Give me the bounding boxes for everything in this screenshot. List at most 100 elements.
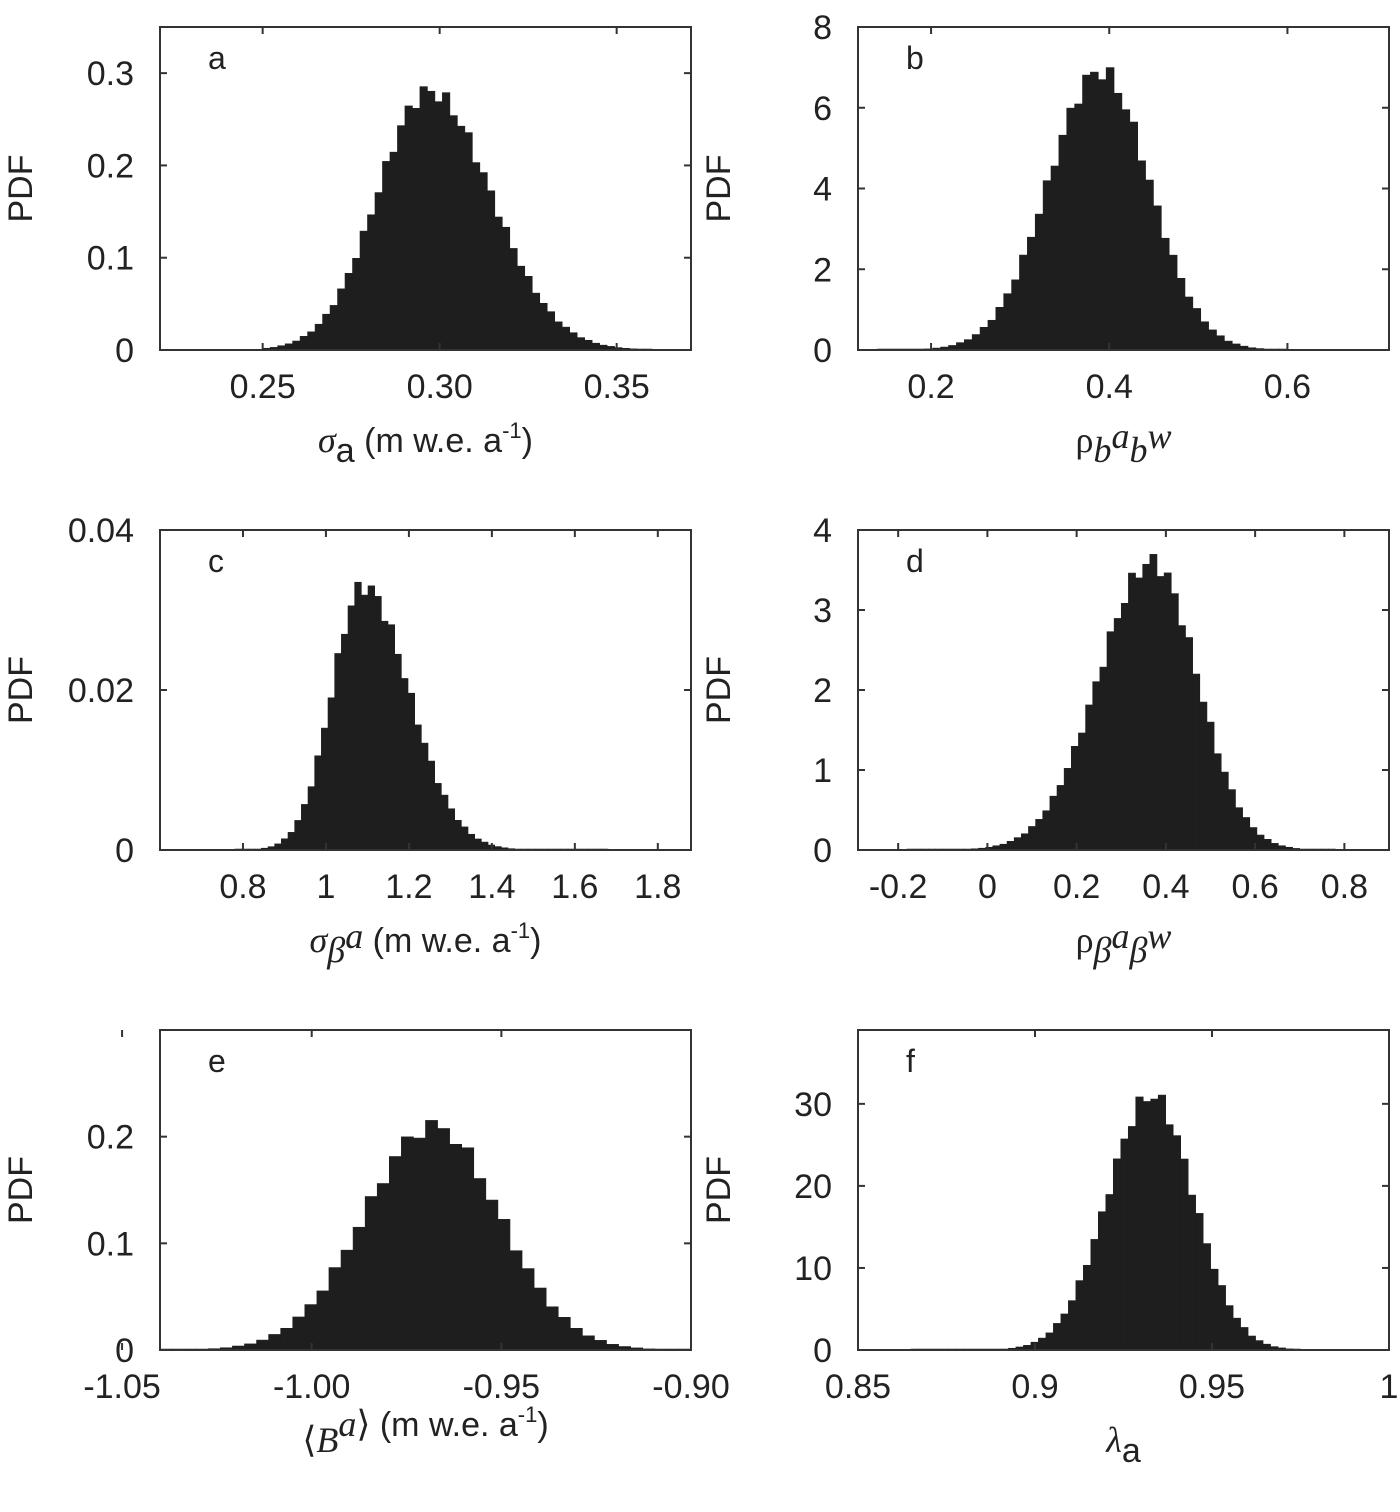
histogram-bar <box>389 151 398 351</box>
histogram-bar <box>461 826 469 851</box>
histogram-bar <box>494 216 503 351</box>
histogram-bar <box>1208 329 1217 351</box>
histogram-bar <box>524 275 533 351</box>
panel-letter: f <box>906 1043 915 1079</box>
x-tick-label: 0.8 <box>1321 868 1368 906</box>
histogram-bar <box>1038 1337 1047 1351</box>
histogram-bar <box>472 162 481 351</box>
histogram-bar <box>292 1316 306 1351</box>
plot-frame <box>159 1029 692 1351</box>
x-tick-label: 1.8 <box>634 868 681 906</box>
histogram-bar <box>584 339 593 351</box>
y-axis-label: PDF <box>700 656 738 724</box>
histogram-bar <box>509 1250 523 1351</box>
y-axis-label: PDF <box>2 656 40 724</box>
histogram-bar <box>1156 576 1165 851</box>
histogram-bar <box>1034 213 1044 351</box>
histogram-bar <box>441 794 449 851</box>
histogram-bar <box>1165 1124 1174 1351</box>
histogram-bar <box>539 302 548 351</box>
histogram-bar <box>1170 593 1179 851</box>
histogram-bar <box>485 1199 499 1351</box>
plot-frame <box>857 1029 1390 1351</box>
x-tick-label: 0.85 <box>825 1368 891 1406</box>
histogram-bar <box>1128 572 1136 851</box>
histogram-bar <box>1013 837 1022 851</box>
histogram-bar <box>1097 79 1107 351</box>
x-tick-label: -0.2 <box>869 868 928 906</box>
histogram-bar <box>1187 1194 1196 1351</box>
histogram-bar <box>1085 704 1094 851</box>
histogram-bar <box>1240 1327 1249 1351</box>
x-tick-label: 1 <box>316 868 335 906</box>
y-tick-label: 4 <box>813 171 832 209</box>
histogram-bar <box>561 326 570 351</box>
x-tick-label: -0.95 <box>463 1368 541 1406</box>
histogram-bar <box>995 307 1005 351</box>
histogram-bar <box>1256 834 1265 851</box>
y-tick-label: 0.3 <box>87 55 134 93</box>
histogram-bar <box>1090 71 1099 351</box>
histogram-bar <box>387 624 395 851</box>
histogram-bar <box>1120 602 1129 851</box>
histogram-bar <box>1106 631 1115 851</box>
y-tick-label: 0.1 <box>87 240 134 278</box>
histogram-bar <box>388 1156 402 1351</box>
y-tick-label: 0 <box>813 1332 832 1370</box>
x-tick-label: 0.6 <box>1264 368 1311 406</box>
x-tick-label: 0.9 <box>1011 1368 1058 1406</box>
histogram-bar <box>1200 321 1209 351</box>
histogram-bar <box>497 1219 511 1351</box>
histogram-bar <box>1063 768 1072 851</box>
x-tick-label: -1.00 <box>273 1368 351 1406</box>
histogram-bar <box>334 653 342 851</box>
x-axis-label: ρβaβw <box>1076 916 1172 970</box>
y-axis-label: PDF <box>700 1156 738 1224</box>
histogram-bar <box>1220 771 1229 851</box>
histogram-bar <box>454 820 462 851</box>
histogram-bar <box>1263 839 1272 851</box>
x-tick-label: -0.90 <box>652 1368 730 1406</box>
histogram-bar <box>376 1183 390 1351</box>
histogram-bar <box>374 192 383 351</box>
histogram-bar <box>545 1306 559 1351</box>
histogram-bar <box>1192 673 1201 851</box>
histogram-bar <box>509 248 518 351</box>
histogram-bar <box>412 108 421 351</box>
y-tick-label: 2 <box>813 251 832 289</box>
y-tick-label: 0 <box>115 332 134 370</box>
x-tick-label: 0.6 <box>1232 868 1279 906</box>
histogram-bar <box>473 1178 487 1351</box>
histogram-bar <box>1145 179 1154 351</box>
x-tick-label: 0.4 <box>1086 368 1133 406</box>
histogram-bar <box>287 832 295 851</box>
histogram-bar <box>1210 1268 1219 1351</box>
histogram-bar <box>1098 1211 1107 1351</box>
histogram-bar <box>1228 789 1236 851</box>
x-tick-label: 1.6 <box>551 868 598 906</box>
histogram-bar <box>987 319 997 351</box>
histogram-bar <box>1172 1135 1181 1351</box>
histogram-bar <box>570 1327 583 1351</box>
histogram-bar <box>963 339 973 351</box>
histogram-bar <box>594 1340 607 1351</box>
histogram-bar <box>1092 681 1101 851</box>
histogram-bar <box>344 273 353 351</box>
histogram-bar <box>516 265 526 351</box>
histogram-bar <box>434 101 443 351</box>
histogram-bar <box>394 653 402 851</box>
y-tick-label: 0.04 <box>68 512 134 550</box>
y-tick-label: 0 <box>813 332 832 370</box>
histogram-bar <box>1247 1335 1256 1351</box>
histogram-bar <box>1049 795 1058 851</box>
histogram-bar <box>434 783 442 851</box>
panel-letter: a <box>208 40 226 76</box>
histogram-bar <box>1045 1332 1054 1351</box>
histogram-bar <box>1168 254 1178 351</box>
histogram-bar <box>381 620 389 851</box>
histogram-bar <box>449 1144 463 1351</box>
histogram-bar <box>1153 205 1162 351</box>
histogram-bar <box>280 1327 294 1351</box>
x-tick-label: 1.2 <box>385 868 432 906</box>
panel-letter: e <box>208 1043 226 1079</box>
